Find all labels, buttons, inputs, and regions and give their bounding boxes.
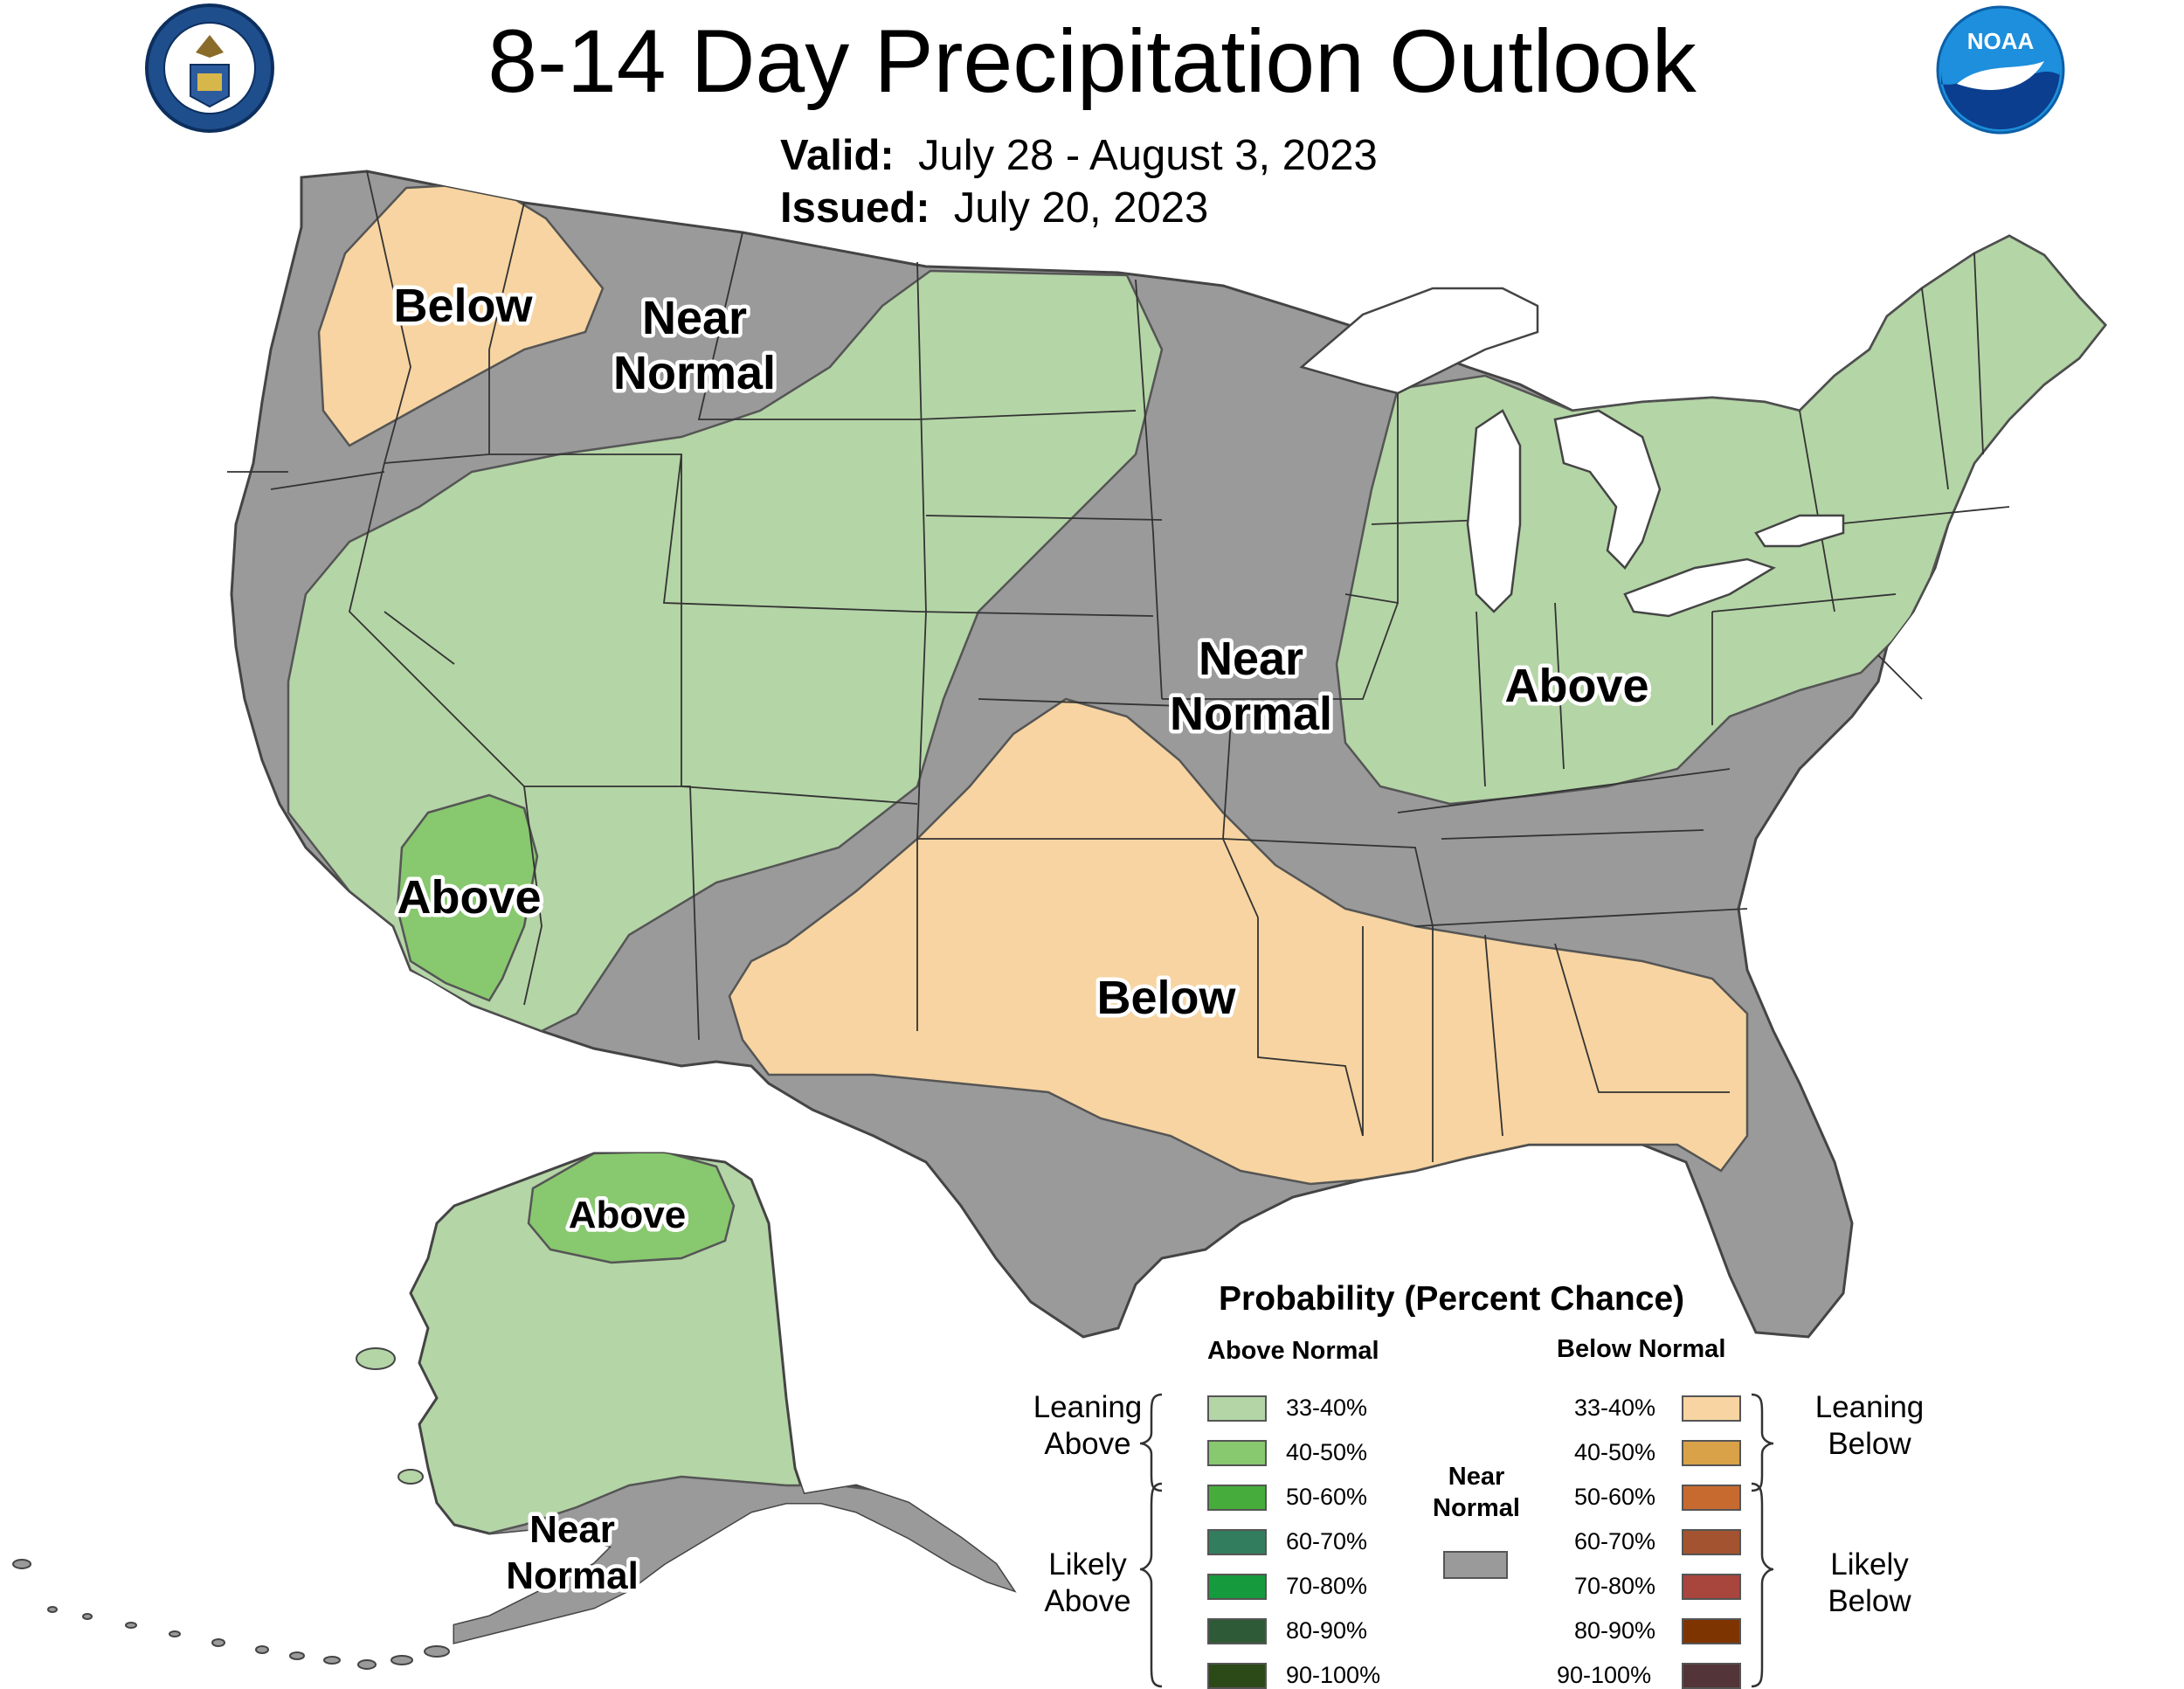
aleutian-islands	[12, 1559, 450, 1670]
alaska-above-region	[527, 1153, 736, 1264]
label-nw-near-2: Normal	[613, 347, 776, 399]
legend-below-label: 33-40%	[1574, 1395, 1656, 1421]
legend-above-label: 50-60%	[1286, 1484, 1368, 1510]
legend-above-swatch	[1207, 1618, 1267, 1644]
lake-michigan	[1466, 409, 1522, 613]
legend-above-swatch	[1207, 1529, 1267, 1555]
legend-below-swatch	[1682, 1529, 1741, 1555]
legend-below-label: 80-90%	[1574, 1617, 1656, 1644]
label-central-near-1: Near	[1199, 633, 1303, 685]
label-sw-above: Above	[397, 871, 541, 924]
legend-above-label: 33-40%	[1286, 1395, 1368, 1421]
alaska-islands	[356, 1347, 424, 1485]
legend-above-label: 90-100%	[1286, 1662, 1381, 1688]
nw-below-region	[317, 182, 605, 447]
legend-leaning-below: Leaning Below	[1814, 1390, 1925, 1461]
label-south-below: Below	[1096, 972, 1236, 1024]
label-alaska-near-1: Near	[529, 1508, 615, 1551]
label-alaska-above: Above	[569, 1194, 686, 1236]
valid-value: July 28 - August 3, 2023	[917, 132, 1378, 179]
legend-below-swatch	[1682, 1618, 1741, 1644]
legend-title: Probability (Percent Chance)	[1219, 1280, 1685, 1318]
legend-above-swatch	[1207, 1663, 1267, 1689]
issued-label: Issued:	[780, 184, 930, 232]
legend-below-label: 50-60%	[1574, 1484, 1656, 1510]
svg-text:NOAA: NOAA	[1967, 28, 2035, 54]
legend-below-swatch	[1682, 1485, 1741, 1511]
state-boundaries	[227, 170, 2010, 1162]
great-lakes	[1299, 287, 1845, 618]
legend-leaning-above: Leaning Above	[1033, 1390, 1143, 1461]
legend-likely-below: Likely Below	[1828, 1547, 1911, 1618]
legend-below-swatch	[1682, 1440, 1741, 1466]
legend-above-swatch	[1207, 1440, 1267, 1466]
legend-above-label: 60-70%	[1286, 1528, 1368, 1554]
east-above-region	[1335, 234, 2105, 806]
legend-braces	[1139, 1393, 1774, 1688]
label-nw-below: Below	[393, 280, 533, 332]
legend-near-swatch	[1443, 1551, 1508, 1579]
issued-line: Issued: July 20, 2023	[780, 183, 1208, 232]
legend-above-label: 70-80%	[1286, 1573, 1368, 1599]
lake-ontario	[1754, 514, 1845, 548]
legend-below-swatch	[1682, 1395, 1741, 1422]
legend-below-swatch	[1682, 1574, 1741, 1600]
valid-line: Valid: July 28 - August 3, 2023	[780, 131, 1378, 180]
label-nw-near-1: Near	[642, 292, 747, 344]
legend-above-swatch	[1207, 1395, 1267, 1422]
page-title: 8-14 Day Precipitation Outlook	[487, 11, 1697, 111]
legend-likely-above: Likely Above	[1044, 1547, 1131, 1618]
lake-superior	[1299, 287, 1539, 395]
department-of-commerce-seal-icon	[145, 3, 274, 133]
legend-below-label: 70-80%	[1574, 1573, 1656, 1599]
legend-above-swatch	[1207, 1485, 1267, 1511]
legend-below-label: 40-50%	[1574, 1439, 1656, 1465]
alaska-map: Above Near Normal	[12, 1152, 1017, 1670]
legend-below-head: Below Normal	[1557, 1335, 1726, 1363]
conus-map: Below Near Normal Above Near Normal Abov…	[227, 170, 2107, 1339]
noaa-logo-icon: NOAA	[1936, 5, 2065, 135]
label-central-near-2: Normal	[1170, 688, 1332, 740]
sw-above-40-50-region	[396, 793, 539, 1002]
label-alaska-near-2: Normal	[506, 1554, 639, 1597]
legend-below-label: 60-70%	[1574, 1528, 1656, 1554]
legend-above-swatch	[1207, 1574, 1267, 1600]
legend-above-head: Above Normal	[1207, 1337, 1379, 1365]
lake-huron	[1553, 409, 1662, 570]
legend-below-label: 90-100%	[1557, 1662, 1652, 1688]
legend-near-normal: Near Normal	[1433, 1463, 1520, 1522]
lake-erie	[1623, 557, 1776, 618]
valid-label: Valid:	[780, 132, 895, 179]
legend-above-label: 80-90%	[1286, 1617, 1368, 1644]
issued-value: July 20, 2023	[953, 184, 1209, 232]
legend-below-swatch	[1682, 1663, 1741, 1689]
legend-above-label: 40-50%	[1286, 1439, 1368, 1465]
label-east-above: Above	[1504, 660, 1648, 712]
